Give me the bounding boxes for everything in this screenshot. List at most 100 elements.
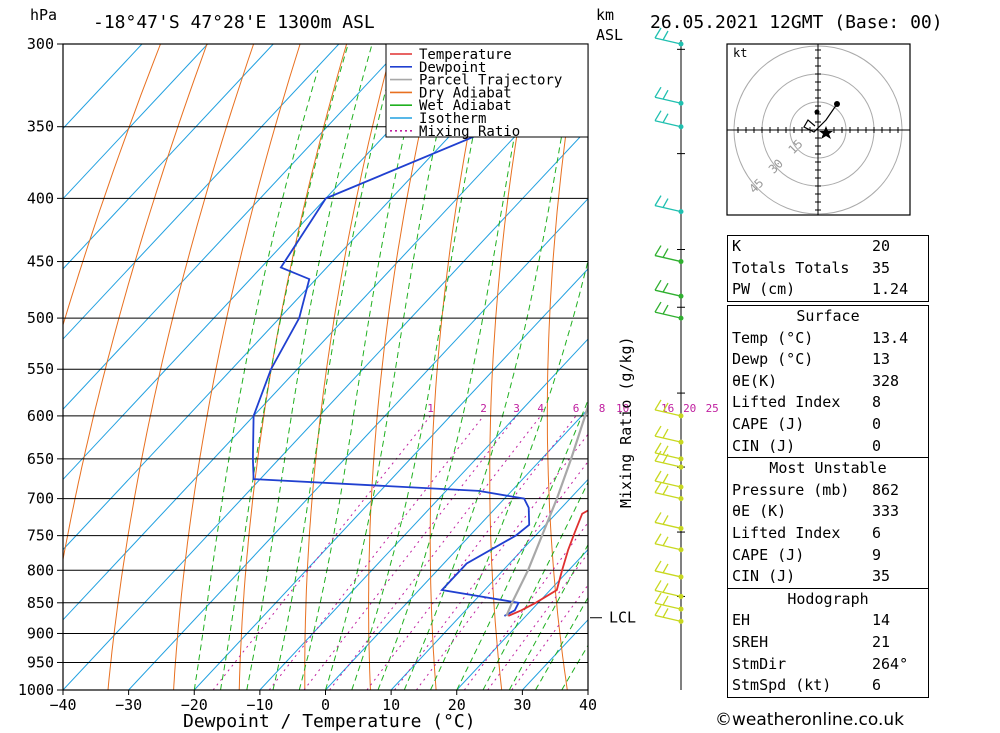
wet-adiabat-line — [482, 481, 588, 690]
index-value: 35 — [872, 258, 891, 277]
temperature-tick-label: 0 — [321, 696, 330, 714]
param-value: 13.4 — [872, 328, 909, 347]
pressure-tick-label: 800 — [27, 561, 54, 579]
mixing-ratio-label: 2 — [480, 402, 487, 415]
dewpoint-profile — [251, 44, 531, 617]
wet-adiabat-line — [508, 543, 588, 690]
param-label: CAPE (J) — [732, 545, 805, 564]
mixing-ratio-label: 1 — [427, 402, 434, 415]
param-label: θE(K) — [732, 371, 778, 390]
wind-barb — [654, 279, 682, 297]
most-unstable-title: Most Unstable — [728, 457, 928, 480]
table-row: θE (K) 333 — [728, 501, 928, 523]
legend-label: Isotherm — [419, 111, 486, 127]
pressure-tick-label: 600 — [27, 407, 54, 425]
table-row: CIN (J) 0 — [728, 436, 928, 458]
mixing-ratio-label: 4 — [537, 402, 544, 415]
param-value: 862 — [872, 480, 900, 499]
pressure-tick-label: 300 — [27, 35, 54, 53]
location-title: -18°47'S 47°28'E 1300m ASL — [93, 12, 375, 33]
isotherm-line — [128, 197, 588, 690]
hodograph-point — [834, 101, 840, 107]
isotherm-line — [63, 44, 209, 200]
hodograph-unit: kt — [733, 46, 747, 60]
table-row: EH 14 — [728, 610, 928, 632]
parameters-table: Surface Temp (°C) 13.4 Dewp (°C) 13 θE(K) 3… — [727, 305, 929, 698]
table-row: Lifted Index 6 — [728, 523, 928, 545]
table-row: CAPE (J) 9 — [728, 545, 928, 567]
pressure-tick-label: 450 — [27, 253, 54, 271]
param-label: EH — [732, 611, 751, 630]
wet-adiabat-line — [351, 44, 493, 690]
pressure-tick-label: 750 — [27, 527, 54, 545]
table-row: CAPE (J) 0 — [728, 414, 928, 436]
table-row: StmSpd (kt) 6 — [728, 675, 928, 697]
param-value: 6 — [872, 676, 882, 695]
wind-barb — [654, 110, 682, 128]
isotherm-line — [193, 268, 588, 690]
temperature-tick-label: 20 — [448, 696, 466, 714]
wind-barb — [654, 27, 682, 45]
table-row: Lifted Index 8 — [728, 392, 928, 414]
wind-barb-dot — [678, 124, 684, 130]
table-row: PW (cm) 1.24 — [728, 279, 928, 301]
param-label: CAPE (J) — [732, 414, 805, 433]
param-value: 9 — [872, 545, 882, 564]
pressure-tick-label: 650 — [27, 450, 54, 468]
wind-barb — [654, 470, 682, 488]
index-label: PW (cm) — [732, 280, 796, 299]
legend-label: Mixing Ratio — [419, 124, 520, 140]
wind-barb — [654, 533, 682, 551]
param-value: 21 — [872, 632, 891, 651]
wet-adiabat-line — [193, 70, 319, 690]
wind-barb — [654, 399, 682, 417]
param-value: 13 — [872, 350, 891, 369]
param-value: 264° — [872, 654, 909, 673]
temperature-tick-label: −30 — [115, 696, 142, 714]
temperature-tick-label: 40 — [579, 696, 597, 714]
wind-barb — [654, 560, 682, 578]
wind-barb — [654, 512, 682, 530]
table-row: Dewp (°C) 13 — [728, 349, 928, 371]
isotherm-line — [390, 478, 588, 690]
table-row: θE(K) 328 — [728, 371, 928, 393]
mixing-ratio-label: 10 — [616, 402, 629, 415]
temperature-profile — [507, 509, 588, 617]
temperature-tick-label: −40 — [49, 696, 76, 714]
wind-barb — [654, 592, 682, 610]
mixing-ratio-axis-label: Mixing Ratio (g/kg) — [617, 336, 635, 508]
pressure-tick-label: 400 — [27, 189, 54, 207]
credit-text[interactable]: ©weatheronline.co.uk — [715, 710, 905, 730]
wind-barb — [654, 86, 682, 104]
parcel-trajectory — [505, 402, 588, 617]
pressure-tick-label: 700 — [27, 490, 54, 508]
wind-barb — [654, 245, 682, 263]
pressure-tick-label: 550 — [27, 360, 54, 378]
param-value: 6 — [872, 523, 882, 542]
table-row: SREH 21 — [728, 632, 928, 654]
param-label: StmSpd (kt) — [732, 676, 832, 695]
mixing-ratio-label: 20 — [683, 402, 696, 415]
temperature-tick-label: −10 — [246, 696, 273, 714]
mixing-ratio-label: 8 — [599, 402, 606, 415]
pressure-unit-label: hPa — [30, 6, 57, 24]
param-value: 0 — [872, 414, 882, 433]
mixing-ratio-line — [212, 415, 431, 690]
param-label: Pressure (mb) — [732, 480, 850, 499]
isotherm-line — [325, 408, 588, 690]
pressure-tick-label: 500 — [27, 309, 54, 327]
km-label: km — [596, 6, 614, 24]
dry-adiabat-line — [63, 44, 161, 327]
storm-motion-star — [819, 126, 833, 139]
isotherm-line — [63, 44, 537, 551]
mixing-ratio-label: 6 — [573, 402, 580, 415]
temperature-tick-label: −20 — [181, 696, 208, 714]
param-label: θE (K) — [732, 502, 787, 521]
wind-barb — [654, 482, 682, 500]
index-label: K — [732, 237, 742, 255]
param-label: Temp (°C) — [732, 328, 814, 347]
param-value: 328 — [872, 371, 900, 390]
wind-barb — [654, 450, 682, 468]
